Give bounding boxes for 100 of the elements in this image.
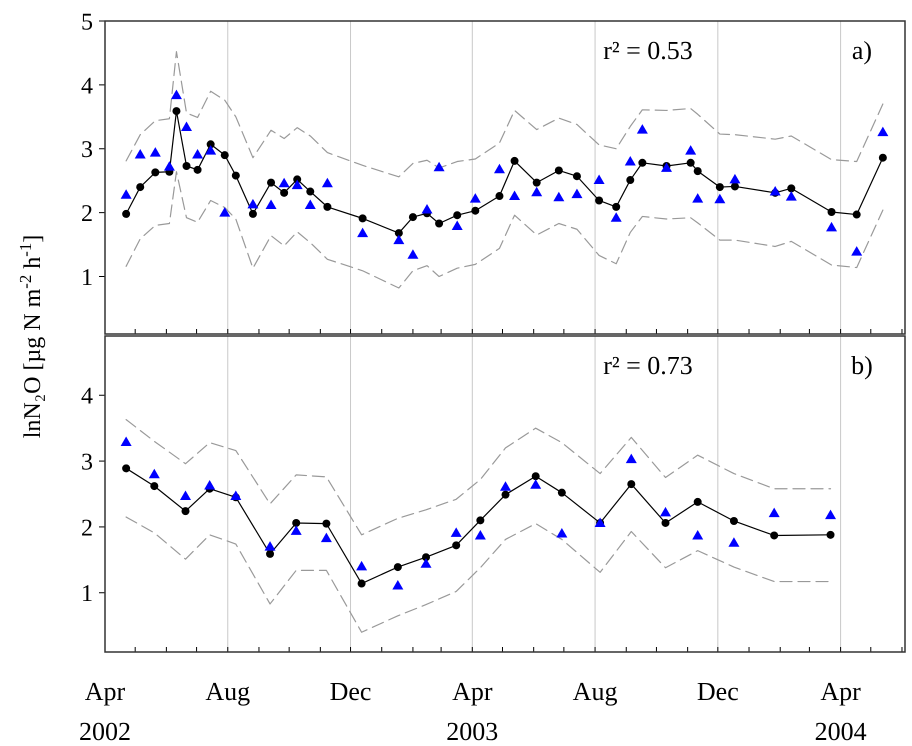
- point: [626, 176, 634, 184]
- point: [267, 178, 276, 187]
- y-tick-label: 1: [81, 264, 93, 291]
- point: [624, 156, 636, 166]
- point: [393, 234, 404, 244]
- point: [471, 206, 480, 215]
- point: [572, 172, 581, 180]
- point: [692, 193, 704, 203]
- point: [610, 212, 622, 222]
- point: [220, 151, 229, 160]
- x-tick-label: Dec: [330, 677, 372, 706]
- point: [532, 178, 541, 187]
- point: [612, 202, 620, 211]
- point: [786, 191, 797, 201]
- point: [694, 498, 702, 506]
- point: [290, 525, 302, 535]
- annotation: r² = 0.73: [603, 351, 693, 380]
- point: [470, 193, 481, 203]
- point: [322, 178, 333, 188]
- line-series: [126, 171, 884, 289]
- y-tick-label: 3: [81, 137, 93, 164]
- y-tick-label: 2: [81, 201, 93, 228]
- point: [878, 154, 887, 162]
- point: [194, 166, 202, 174]
- point: [292, 180, 303, 190]
- y-tick-label: 1: [81, 581, 93, 608]
- point: [356, 560, 368, 570]
- point: [422, 553, 430, 562]
- x-tick-label: Apr 2003: [446, 677, 498, 746]
- point: [180, 490, 192, 500]
- point: [787, 184, 796, 192]
- point: [453, 211, 462, 220]
- y-tick-label: 4: [81, 384, 93, 410]
- point: [595, 196, 604, 204]
- point: [594, 174, 605, 184]
- point: [150, 147, 161, 157]
- point: [122, 464, 130, 472]
- point: [828, 208, 836, 216]
- point: [266, 199, 277, 209]
- point: [182, 162, 191, 170]
- point: [450, 527, 462, 537]
- point: [729, 174, 740, 184]
- point: [494, 164, 505, 174]
- point: [134, 149, 146, 159]
- point: [730, 516, 738, 525]
- point: [686, 158, 695, 167]
- point: [474, 530, 486, 540]
- y-tick-label: 3: [81, 449, 93, 476]
- point: [422, 204, 433, 214]
- point: [264, 541, 276, 551]
- point: [120, 436, 132, 446]
- point: [509, 190, 520, 200]
- point: [638, 158, 646, 167]
- point: [164, 161, 175, 171]
- point: [662, 518, 670, 527]
- point: [558, 488, 566, 497]
- x-tick-label: Apr 2002: [79, 677, 131, 746]
- x-tick-label: Aug: [572, 677, 618, 706]
- point: [730, 182, 739, 190]
- y-tick-label: 2: [81, 515, 93, 542]
- point: [636, 124, 648, 134]
- point: [122, 210, 130, 218]
- point: [851, 246, 862, 256]
- point: [420, 558, 432, 568]
- point: [553, 192, 564, 202]
- point: [532, 472, 540, 480]
- y-tick-label: 5: [81, 9, 93, 36]
- point: [192, 149, 204, 159]
- point: [182, 507, 190, 516]
- point: [322, 520, 330, 528]
- x-tick-label: Aug: [205, 677, 250, 706]
- point: [852, 210, 861, 219]
- point: [826, 530, 835, 539]
- point: [826, 222, 838, 232]
- point: [530, 479, 542, 489]
- point: [531, 186, 542, 196]
- point: [500, 481, 512, 491]
- point: [204, 480, 216, 490]
- point: [392, 580, 404, 590]
- point: [394, 563, 402, 572]
- point: [768, 508, 780, 518]
- point: [716, 183, 724, 192]
- x-tick-label: Apr 2004: [814, 677, 867, 746]
- point: [435, 219, 444, 228]
- point: [877, 126, 888, 136]
- point: [660, 506, 672, 516]
- point: [627, 480, 636, 488]
- line-series: [126, 516, 832, 633]
- point: [120, 189, 132, 199]
- point: [151, 168, 160, 176]
- point: [770, 186, 781, 196]
- point: [554, 166, 563, 174]
- point: [694, 167, 702, 176]
- point: [280, 188, 288, 197]
- point: [476, 516, 484, 524]
- point: [248, 210, 257, 218]
- point: [357, 228, 368, 238]
- point: [510, 156, 519, 165]
- point: [320, 532, 332, 542]
- point: [728, 537, 740, 547]
